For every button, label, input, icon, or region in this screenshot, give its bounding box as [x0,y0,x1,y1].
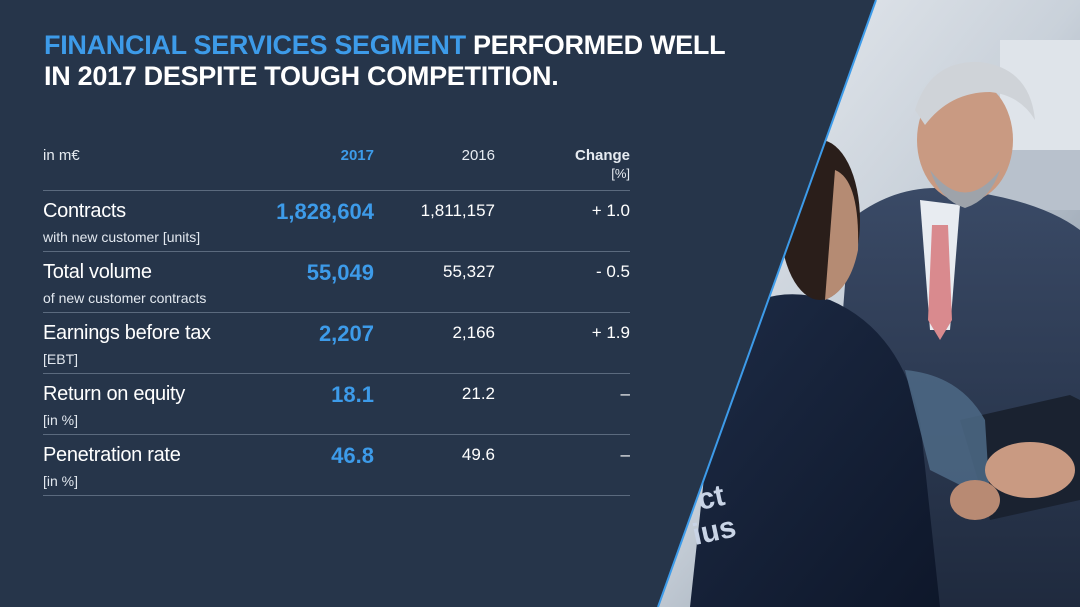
value-2017: 1,828,604 [276,199,374,224]
row-label: Contracts [43,200,126,222]
row-sublabel: of new customer contracts [43,290,207,306]
value-2016: 1,811,157 [420,201,495,220]
row-label: Penetration rate [43,444,181,466]
row-sublabel: with new customer [units] [43,229,201,245]
title-accent: FINANCIAL SERVICES SEGMENT [44,30,466,60]
value-2016: 55,327 [443,262,495,281]
financial-results-table: in m€ 2017 2016 Change [%] Contracts wit… [43,144,630,496]
table-row: Return on equity [in %] 18.1 21.2 – [43,374,630,435]
column-change-header: Change [%] [575,147,630,183]
row-label: Earnings before tax [43,322,211,344]
row-sublabel: [in %] [43,412,79,428]
table-row: Earnings before tax [EBT] 2,207 2,166 + … [43,313,630,374]
value-change: + 1.0 [591,201,630,220]
row-sublabel: [EBT] [43,351,79,367]
value-2016: 21.2 [461,384,495,403]
value-change: – [620,384,630,403]
value-2017: 55,049 [306,260,374,285]
value-2017: 46.8 [331,443,374,468]
table-row: Total volume of new customer contracts 5… [43,252,630,313]
table-row: Contracts with new customer [units] 1,82… [43,191,630,252]
value-2017: 2,207 [318,321,374,346]
value-change: - 0.5 [595,262,630,281]
unit-label: in m€ [43,147,80,164]
row-label: Return on equity [43,383,185,405]
row-label: Total volume [43,261,152,283]
column-2017-header: 2017 [340,147,374,164]
page-title: FINANCIAL SERVICES SEGMENT PERFORMED WEL… [44,30,726,92]
value-change: – [620,445,630,464]
row-sublabel: [in %] [43,473,79,489]
change-header-unit: [%] [611,166,630,181]
change-header-label: Change [574,147,630,164]
column-2016-header: 2016 [461,147,495,164]
title-line2: IN 2017 DESPITE TOUGH COMPETITION. [44,61,559,91]
value-change: + 1.9 [591,323,630,342]
title-rest-line1: PERFORMED WELL [472,30,726,60]
value-2016: 2,166 [452,323,495,342]
value-2017: 18.1 [331,382,374,407]
table-row: Penetration rate [in %] 46.8 49.6 – [43,435,630,496]
table-header: in m€ 2017 2016 Change [%] [43,144,630,191]
value-2016: 49.6 [461,445,495,464]
